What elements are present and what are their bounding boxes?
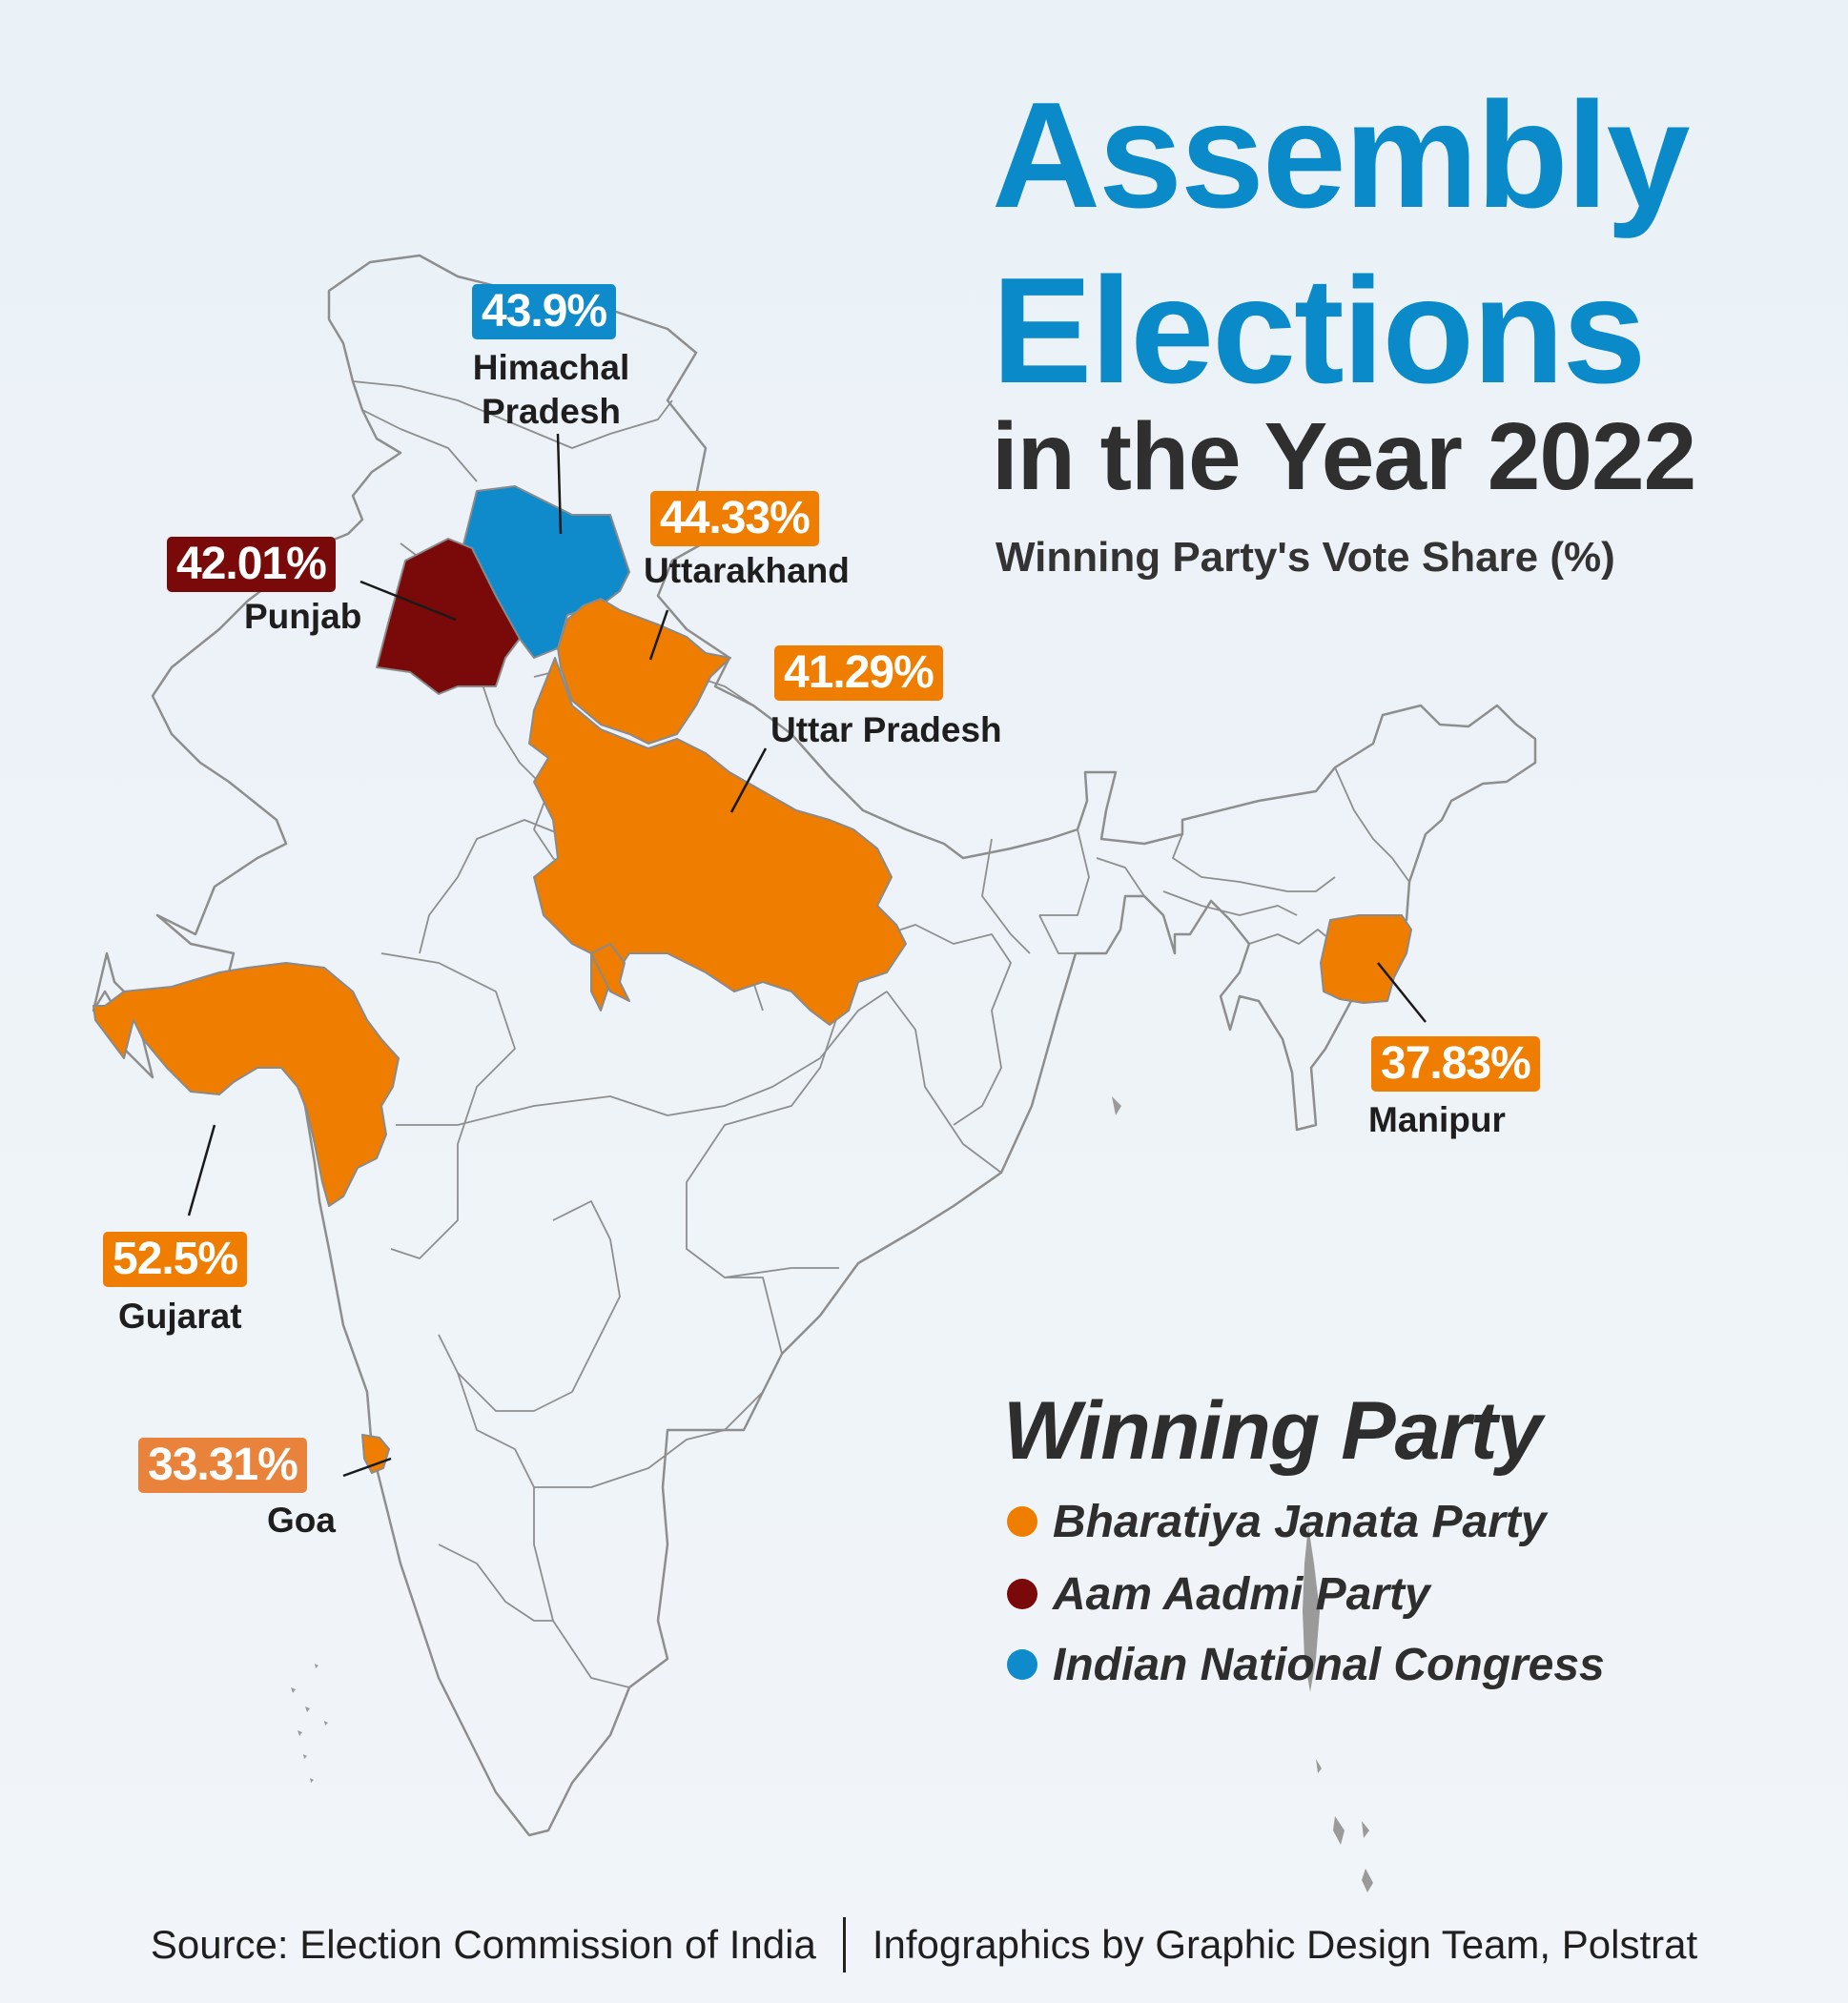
- legend-item-aap: Aam Aadmi Party: [1007, 1565, 1430, 1623]
- legend-label-aap: Aam Aadmi Party: [1053, 1568, 1430, 1620]
- state-uttar-pradesh: [528, 657, 907, 1026]
- title-line-2: Elections: [992, 247, 1646, 415]
- vote-share-manipur: 37.83%: [1371, 1036, 1540, 1092]
- subtitle: Winning Party's Vote Share (%): [996, 534, 1615, 581]
- state-manipur: [1320, 914, 1412, 1004]
- vote-share-uttar-pradesh: 41.29%: [774, 645, 943, 701]
- state-shapes: [92, 485, 1412, 1474]
- footer-divider: [842, 1917, 846, 1972]
- state-name-himachal: Himachal Pradesh: [456, 346, 647, 434]
- legend-dot-aap: [1007, 1579, 1037, 1609]
- leader-lines: [187, 433, 1427, 1478]
- islands: [291, 1096, 1373, 1892]
- legend-title: Winning Party: [1003, 1385, 1542, 1477]
- state-uttarakhand: [557, 598, 731, 745]
- state-goa: [361, 1434, 390, 1474]
- state-name-manipur: Manipur: [1368, 1100, 1506, 1139]
- legend-label-bjp: Bharatiya Janata Party: [1053, 1496, 1547, 1547]
- title-line-3: in the Year 2022: [992, 403, 1696, 510]
- legend-dot-bjp: [1007, 1506, 1037, 1537]
- state-name-himachal-line-1: Himachal: [472, 348, 630, 387]
- footer: Source: Election Commission of India Inf…: [0, 1916, 1848, 1973]
- state-name-uttar-pradesh: Uttar Pradesh: [770, 710, 1002, 749]
- internal-borders: [352, 380, 1410, 1688]
- legend-dot-inc: [1007, 1649, 1037, 1680]
- state-uttar-pradesh-bundelkhand: [590, 943, 630, 1002]
- legend-label-inc: Indian National Congress: [1053, 1639, 1605, 1690]
- state-gujarat: [92, 962, 400, 1207]
- vote-share-goa: 33.31%: [138, 1438, 307, 1493]
- state-name-punjab: Punjab: [244, 597, 362, 636]
- vote-share-uttarakhand: 44.33%: [650, 491, 819, 546]
- india-outline: [92, 254, 1537, 1837]
- legend-item-bjp: Bharatiya Janata Party: [1007, 1493, 1547, 1550]
- vote-share-punjab: 42.01%: [167, 537, 336, 592]
- state-name-uttarakhand: Uttarakhand: [644, 551, 850, 590]
- state-name-himachal-line-2: Pradesh: [481, 392, 621, 431]
- vote-share-gujarat: 52.5%: [103, 1232, 248, 1287]
- footer-source: Source: Election Commission of India: [150, 1922, 816, 1967]
- title-line-1: Assembly: [992, 72, 1690, 239]
- state-name-goa: Goa: [267, 1501, 336, 1540]
- state-name-gujarat: Gujarat: [118, 1297, 242, 1336]
- legend-item-inc: Indian National Congress: [1007, 1636, 1605, 1693]
- vote-share-himachal: 43.9%: [472, 284, 617, 339]
- footer-credit: Infographics by Graphic Design Team, Pol…: [872, 1922, 1698, 1967]
